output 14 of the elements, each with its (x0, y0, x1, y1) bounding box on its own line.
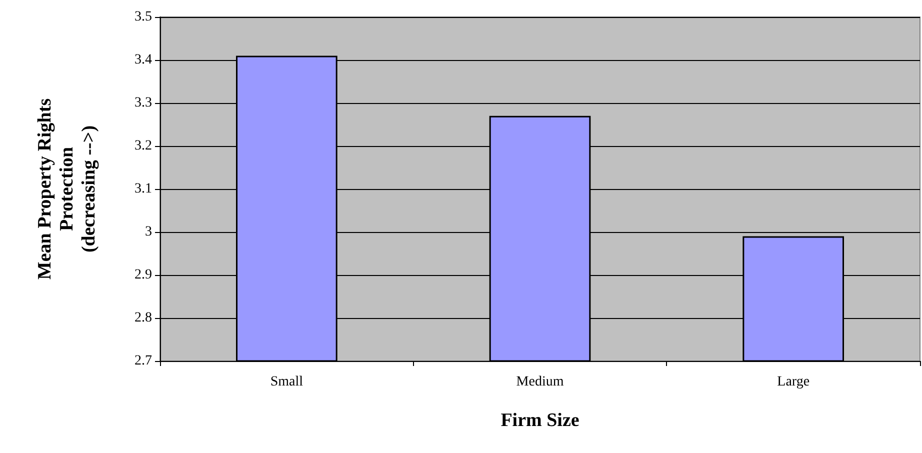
y-tick-label: 3.3 (134, 96, 152, 110)
y-tick-label: 2.8 (134, 310, 152, 326)
x-tick-label: Medium (516, 374, 564, 390)
y-tick-label: 3.4 (134, 52, 152, 68)
y-tick-label: 3.1 (134, 182, 152, 196)
x-tick-label: Large (777, 374, 810, 390)
x-axis-title: Firm Size (500, 410, 580, 431)
x-tick-label: Small (270, 374, 304, 390)
y-tick-label: 3.2 (134, 138, 152, 154)
y-tick-label: 3.5 (134, 10, 152, 24)
y-tick-label: 2.7 (134, 354, 152, 368)
y-axis-title: Mean Property Rights Protection (decreasing -->) (34, 98, 100, 280)
y-tick-label: 2.9 (134, 268, 152, 282)
y-tick-label: 3 (145, 224, 152, 240)
